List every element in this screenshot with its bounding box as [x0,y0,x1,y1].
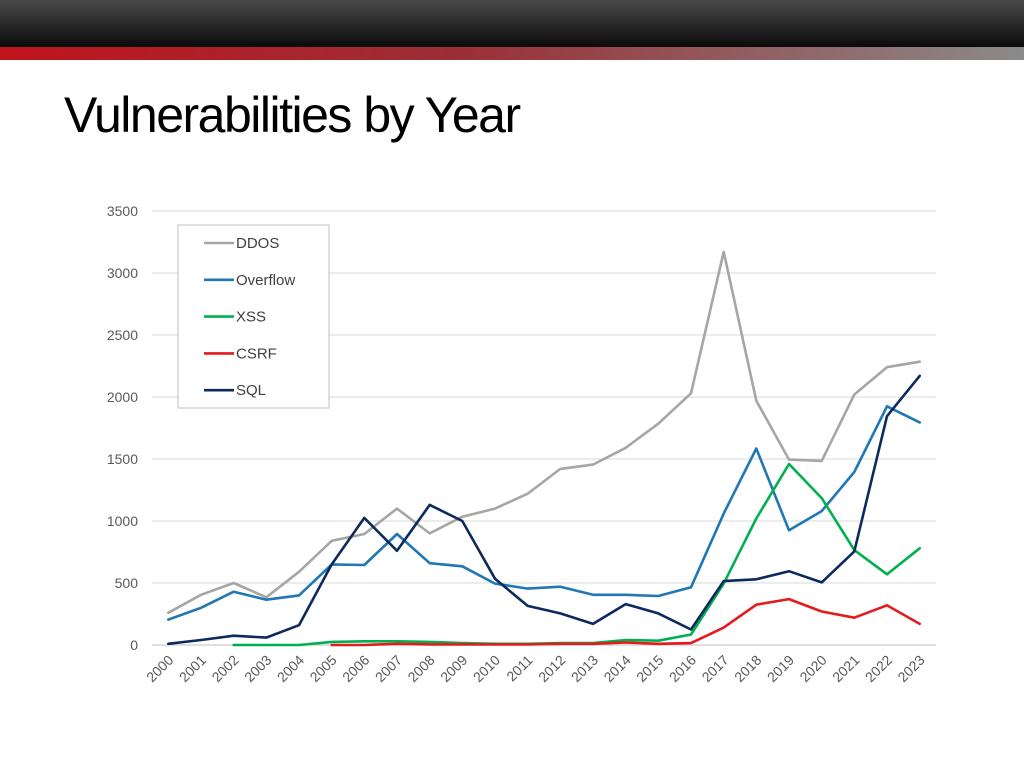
series-line-csrf [330,597,921,647]
x-tick-label: 2023 [894,652,927,685]
x-tick-label: 2017 [698,652,731,685]
y-tick-label: 1000 [107,513,138,529]
legend-label-ddos: DDOS [236,235,279,252]
x-tick-label: 2012 [535,652,568,685]
legend-label-overflow: Overflow [236,272,295,289]
x-tick-label: 2016 [666,652,699,685]
x-tick-label: 2001 [176,652,209,685]
legend-box [177,224,330,409]
x-tick-label: 2018 [731,652,764,685]
x-tick-label: 2007 [372,652,405,685]
legend-label-xss: XSS [236,309,266,326]
y-tick-label: 3000 [107,265,138,281]
x-tick-label: 2000 [143,652,176,685]
x-tick-label: 2004 [274,652,307,685]
x-tick-label: 2006 [339,652,372,685]
y-tick-label: 0 [130,637,138,653]
x-tick-label: 2020 [796,652,829,685]
legend-label-sql: SQL [236,382,266,399]
x-tick-label: 2019 [764,652,797,685]
x-tick-label: 2011 [503,652,536,685]
x-tick-label: 2009 [437,652,470,685]
x-axis-ticks: 2000 2001 2002 2003 2004 2005 2006 2007 2008 2009… [143,652,928,685]
x-tick-label: 2022 [862,652,895,685]
y-tick-label: 2000 [107,389,138,405]
x-tick-label: 2015 [633,652,666,685]
x-tick-label: 2010 [470,652,503,685]
x-tick-label: 2014 [600,652,633,685]
x-tick-label: 2021 [829,652,862,685]
y-axis-ticks: 0 500 1000 1500 2000 2500 3000 3500 [107,203,138,653]
series-lines [167,250,921,647]
legend-label-csrf: CSRF [236,345,277,362]
y-tick-label: 1500 [107,451,138,467]
legend: DDOS Overflow XSS CSRF SQL [177,224,330,409]
x-tick-label: 2008 [404,652,437,685]
y-tick-label: 3500 [107,203,138,219]
y-tick-label: 500 [115,575,139,591]
y-tick-label: 2500 [107,327,138,343]
top-banner [0,0,1024,47]
x-tick-label: 2013 [568,652,601,685]
x-tick-label: 2005 [306,652,339,685]
series-line-sql [167,374,921,646]
accent-stripe [0,47,1024,60]
series-line-overflow [167,405,921,621]
x-tick-label: 2002 [208,652,241,685]
x-tick-label: 2003 [241,652,274,685]
slide-title: Vulnerabilities by Year [64,87,521,143]
series-line-ddos [167,250,921,615]
